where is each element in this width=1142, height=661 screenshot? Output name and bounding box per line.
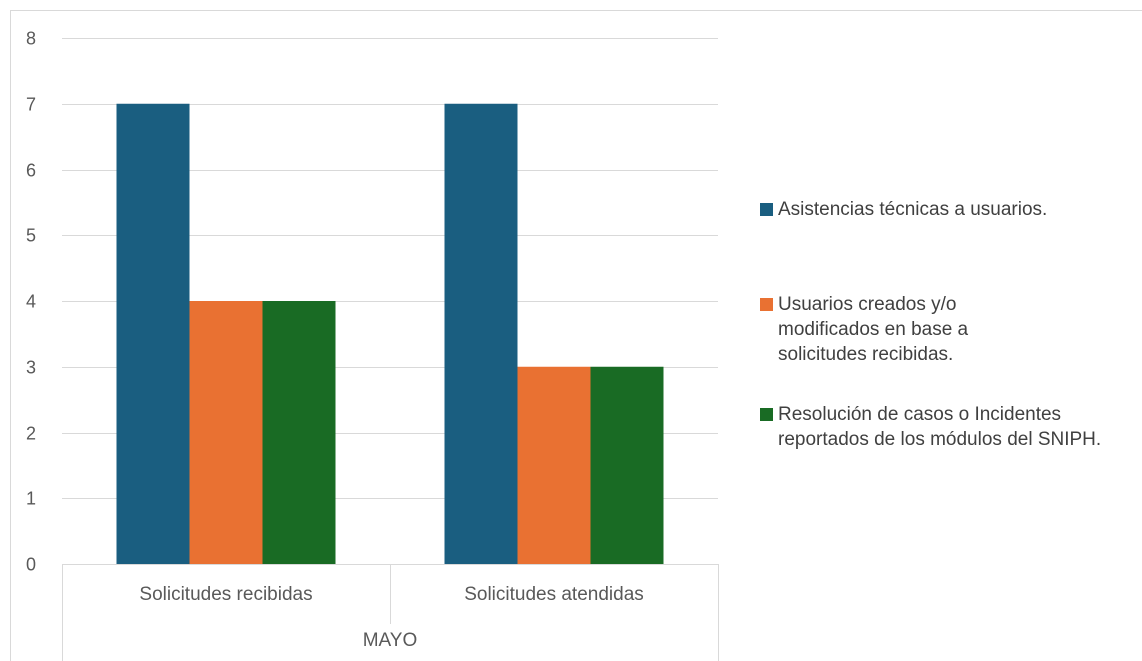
bar-2-1	[189, 301, 263, 564]
x-tick-label-2: Solicitudes atendidas	[464, 584, 644, 605]
x-tick-label-1: Solicitudes recibidas	[139, 584, 312, 605]
y-tick-label-7: 7	[26, 95, 36, 115]
bar-2-2	[517, 366, 591, 564]
legend-label-usuarios: Usuarios creados y/o modificados en base…	[778, 294, 969, 365]
y-tick-label-3: 3	[26, 358, 36, 378]
legend-label-resolucion: Resolución de casos o Incidentes reporta…	[778, 404, 1102, 450]
legend-swatch-resolucion	[760, 408, 773, 421]
y-tick-label-6: 6	[26, 161, 36, 181]
legend-label-asistencias: Asistencias técnicas a usuarios.	[778, 199, 1048, 220]
y-tick-label-4: 4	[26, 292, 36, 312]
bar-1-1	[116, 103, 190, 564]
bar-3-2	[590, 366, 664, 564]
legend-swatch-asistencias	[760, 203, 773, 216]
bar-1-2	[444, 103, 518, 564]
legend-item-resolucion: Resolución de casos o Incidentes reporta…	[760, 402, 1128, 452]
legend-item-usuarios: Usuarios creados y/o modificados en base…	[760, 292, 1018, 367]
y-tick-label-2: 2	[26, 424, 36, 444]
y-tick-label-8: 8	[26, 29, 36, 49]
legend-swatch-usuarios	[760, 298, 773, 311]
bar-3-1	[262, 301, 336, 564]
y-tick-label-5: 5	[26, 226, 36, 246]
x-group-label: MAYO	[363, 630, 418, 651]
legend-item-asistencias: Asistencias técnicas a usuarios.	[760, 197, 1128, 222]
y-tick-label-0: 0	[26, 555, 36, 575]
y-tick-label-1: 1	[26, 489, 36, 509]
